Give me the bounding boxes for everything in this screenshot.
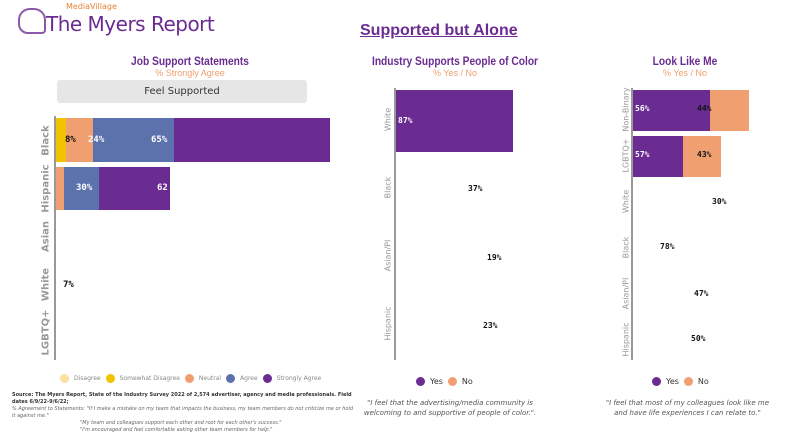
seg-somewhat-disagree	[56, 118, 66, 162]
seg-strongly-agree	[174, 118, 330, 162]
legend-dot	[447, 377, 457, 386]
legend-dot	[262, 374, 272, 383]
legend-label: No	[697, 377, 709, 386]
legend-dot	[683, 377, 693, 386]
bar-non-binary	[633, 90, 749, 131]
logo-head-icon	[18, 8, 46, 34]
chart2-quote: "I feel that the advertising/media commu…	[363, 399, 537, 417]
data-label: 30%	[712, 197, 727, 206]
row-label: Asian/PI	[383, 239, 393, 272]
chart1-title: Job Support Statements	[131, 54, 249, 68]
chart3-axis	[631, 88, 633, 360]
chart1-axis	[54, 116, 56, 360]
data-label: 43%	[697, 150, 712, 159]
filter-feel-supported[interactable]: Feel Supported	[57, 80, 307, 103]
data-label: 78%	[660, 242, 675, 251]
legend-label: Strongly Agree	[276, 375, 322, 382]
row-label: Black	[383, 176, 393, 199]
logo-title: The Myers Report	[46, 12, 215, 36]
source-line: % Agreement to Statements: "If I make a …	[12, 406, 354, 419]
seg-neutral	[66, 118, 93, 162]
source-line: "My team and colleagues support each oth…	[80, 420, 282, 426]
data-label: 37%	[468, 184, 483, 193]
chart3-legend: Yes No	[652, 377, 709, 386]
legend-dot	[652, 377, 661, 386]
seg-neutral	[56, 167, 64, 210]
data-label: 47%	[694, 289, 709, 298]
seg-agree	[93, 118, 174, 162]
legend-label: Yes	[430, 377, 443, 386]
legend-label: Disagree	[74, 375, 101, 382]
chart2-legend: Yes No	[416, 377, 473, 386]
logo-mediavillage: MediaVillage	[66, 2, 117, 11]
chart2-subtitle: % Yes / No	[432, 68, 478, 78]
source-line: Source: The Myers Report, State of the I…	[12, 392, 352, 405]
chart2-axis	[394, 88, 396, 360]
chart3-quote: "I feel that most of my colleagues look …	[605, 399, 770, 417]
legend-dot	[60, 374, 69, 383]
bar-white-yes	[396, 90, 513, 152]
data-label: 57%	[635, 150, 650, 159]
legend-label: No	[461, 377, 473, 386]
row-label: Hispanic	[383, 306, 393, 341]
row-label: Hispanic	[621, 322, 631, 357]
data-label: 50%	[691, 334, 706, 343]
bar-hispanic	[56, 167, 170, 210]
seg-no	[710, 90, 749, 131]
data-label: 87%	[398, 116, 413, 125]
legend-dot	[226, 374, 236, 383]
seg-agree	[64, 167, 99, 210]
source-line: "I'm encouraged and feel comfortable ask…	[80, 427, 273, 433]
bar-black	[56, 118, 330, 162]
legend-dot	[105, 374, 115, 383]
chart3-subtitle: % Yes / No	[662, 68, 708, 78]
seg-no	[683, 136, 721, 177]
data-label: 65%	[151, 135, 168, 145]
row-label: LGBTQ+	[40, 309, 52, 356]
data-label: 24%	[88, 135, 105, 145]
legend-dot	[184, 374, 194, 383]
legend-label: Somewhat Disagree	[119, 375, 180, 382]
row-label: White	[383, 107, 393, 132]
legend-label: Neutral	[198, 375, 222, 382]
legend-label: Yes	[666, 377, 679, 386]
chart2-title: Industry Supports People of Color	[371, 54, 539, 68]
data-label: 19%	[487, 253, 502, 262]
chart3-title: Look Like Me	[652, 54, 718, 68]
seg-strongly-agree	[99, 167, 170, 210]
data-label: 23%	[483, 321, 498, 330]
bar-lgbtq	[633, 136, 721, 177]
legend-label: Agree	[240, 375, 258, 382]
data-label: 56%	[635, 104, 650, 113]
chart1-subtitle: % Strongly Agree	[155, 68, 225, 78]
data-label: 62	[157, 183, 168, 193]
data-label: 44%	[697, 104, 712, 113]
data-label: 30%	[76, 183, 93, 193]
chart1-legend: Disagree Somewhat Disagree Neutral Agree…	[60, 374, 321, 383]
seg-yes	[633, 90, 710, 131]
seg-yes	[633, 136, 683, 177]
legend-dot	[416, 377, 425, 386]
data-label: 7%	[63, 280, 74, 290]
data-label: 8%	[65, 135, 76, 145]
page-title: Supported but Alone	[360, 22, 518, 39]
